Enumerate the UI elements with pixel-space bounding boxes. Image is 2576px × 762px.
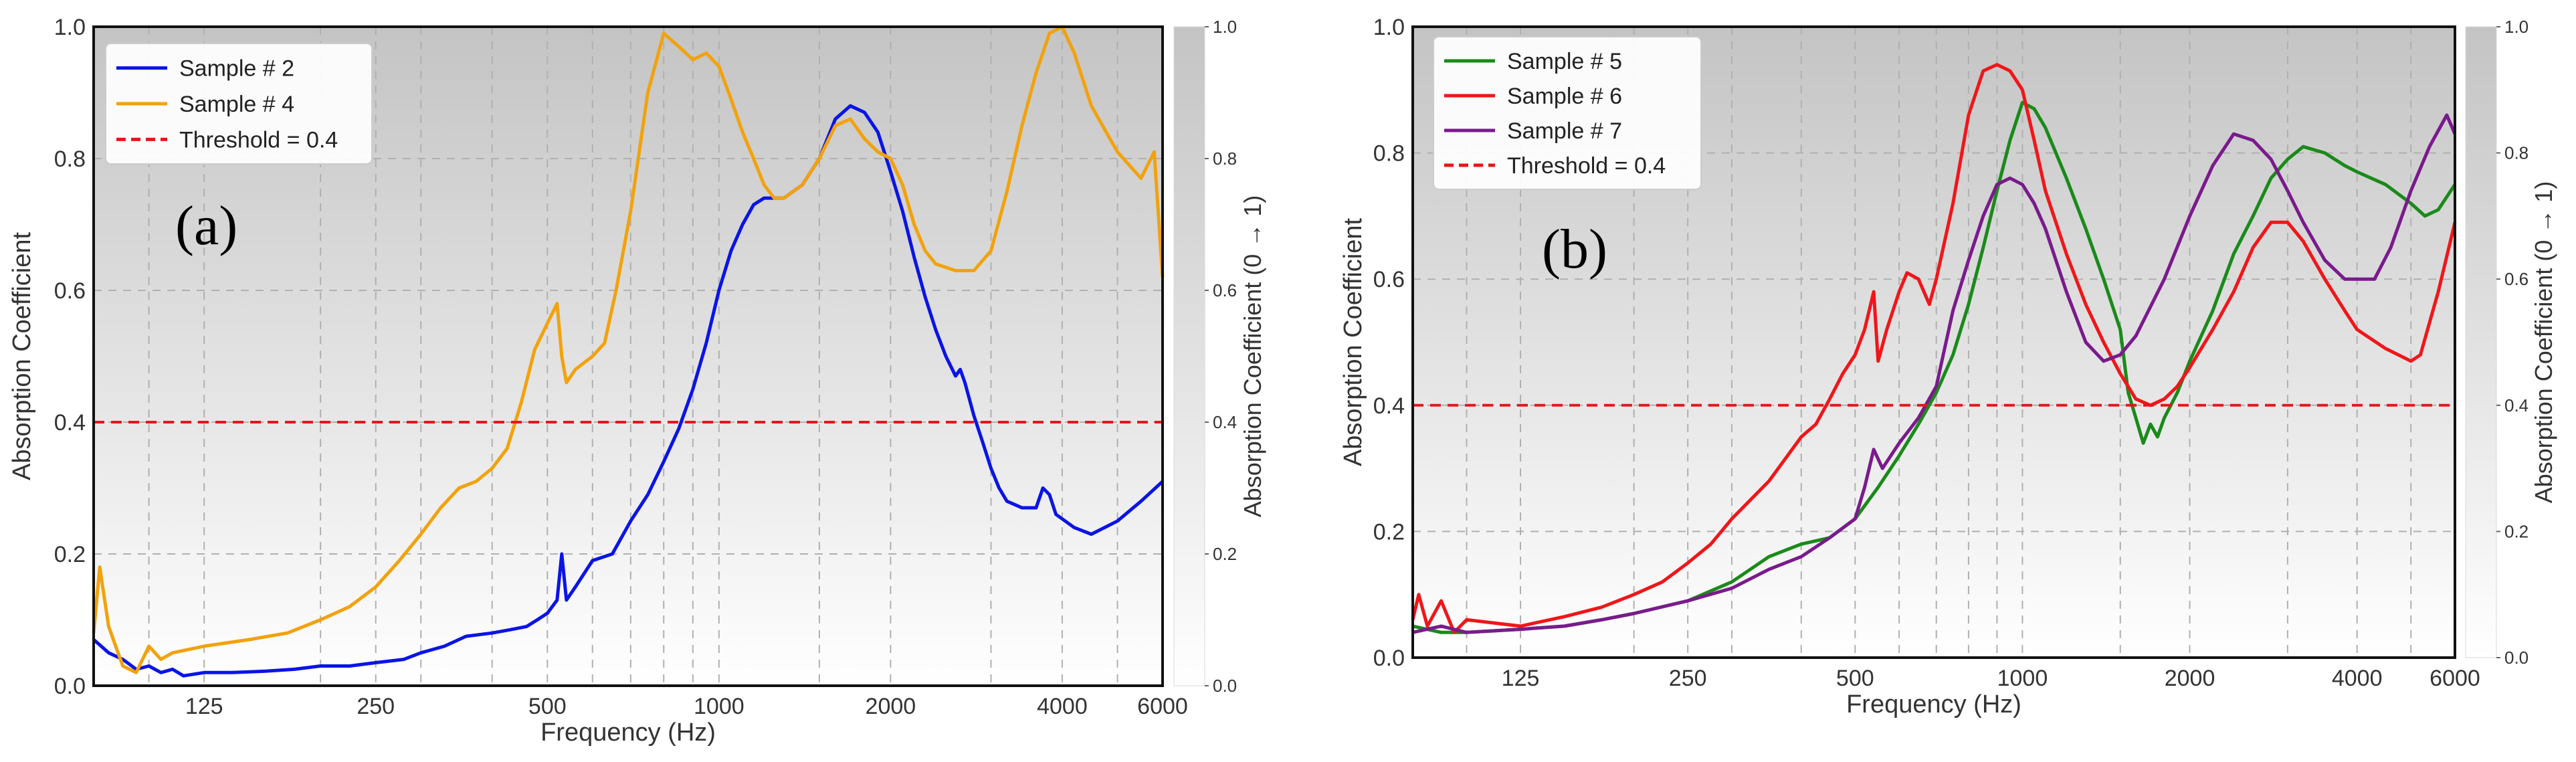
a-series-line-1 (92, 104, 1164, 678)
a-legend-label-1: Sample # 2 (179, 56, 294, 82)
b-colorbar-tick-label: 1.0 (2504, 17, 2529, 37)
b-colorbar (2465, 26, 2497, 658)
b-y-axis-title: Absorption Coefficient (1339, 218, 1367, 467)
b-series-line-3 (1412, 113, 2457, 634)
a-ytick-label: 1.0 (54, 15, 86, 40)
a-legend-label-3: Threshold = 0.4 (179, 127, 338, 153)
a-colorbar-tick-label: 1.0 (1213, 17, 1237, 37)
b-series-line-2 (1411, 63, 2457, 634)
b-xtick-label: 2000 (2165, 666, 2215, 691)
b-colorbar-tick-label: 0.0 (2504, 648, 2529, 668)
a-plot-frame (92, 25, 1164, 687)
a-x-axis-title: Frequency (Hz) (540, 719, 716, 747)
b-xtick-label: 6000 (2430, 666, 2480, 691)
b-ytick-label: 0.6 (1373, 267, 1405, 292)
a-legend-label-2: Sample # 4 (179, 92, 294, 117)
a-xtick-label: 250 (357, 694, 395, 719)
a-ytick-label: 0.8 (54, 147, 86, 172)
b-legend-label-1: Sample # 5 (1507, 49, 1622, 74)
b-ytick-label: 1.0 (1373, 15, 1405, 40)
a-colorbar-tick-label: 0.8 (1213, 149, 1237, 169)
chart-b: 125 250 500 1000 2000 4000 6000 0.0 0.2 0.4 0.6 0.8… (1339, 15, 2557, 719)
a-ytick-label: 0.4 (54, 410, 86, 436)
b-ytick-label: 0.2 (1373, 519, 1405, 545)
b-xtick-label: 250 (1669, 666, 1707, 691)
b-colorbar-title: Absorption Coefficient (0 → 1) (2530, 181, 2557, 504)
b-legend-label-2: Sample # 6 (1507, 84, 1622, 109)
b-xtick-label: 500 (1836, 666, 1874, 691)
b-legend-label-3: Sample # 7 (1507, 118, 1622, 144)
a-y-axis-title: Absorption Coefficient (8, 232, 36, 481)
a-xtick-label: 125 (185, 694, 223, 719)
a-ytick-label: 0.2 (54, 542, 86, 567)
a-colorbar-tick-label: 0.4 (1213, 412, 1237, 432)
a-xtick-label: 1000 (694, 694, 745, 719)
a-colorbar-title: Absorption Coefficient (0 → 1) (1239, 195, 1266, 518)
b-colorbar-tick-label: 0.4 (2504, 395, 2529, 415)
a-xtick-label: 2000 (866, 694, 916, 719)
b-ytick-label: 0.0 (1373, 646, 1405, 671)
a-colorbar-tick-label: 0.6 (1213, 280, 1237, 300)
b-colorbar-tick-label: 0.6 (2504, 269, 2529, 289)
a-colorbar (1173, 26, 1205, 686)
b-colorbar-tick-label: 0.8 (2504, 143, 2529, 163)
a-colorbar-tick-label: 0.2 (1213, 544, 1237, 564)
chart-a: 125 250 500 1000 2000 4000 6000 0.0 0.2 0.4 0.6 0.8… (8, 15, 1266, 747)
b-ytick-label: 0.4 (1373, 393, 1405, 419)
a-xtick-label: 500 (528, 694, 567, 719)
a-ytick-label: 0.6 (54, 278, 86, 304)
a-legend-box (105, 43, 373, 165)
a-xtick-label: 4000 (1037, 694, 1088, 719)
b-legend-box (1433, 36, 1702, 190)
a-panel-label: (a) (175, 195, 237, 257)
b-plot-frame (1411, 25, 2456, 659)
b-xtick-label: 1000 (1997, 666, 2048, 691)
b-xtick-label: 4000 (2332, 666, 2383, 691)
b-panel-label: (b) (1542, 218, 1607, 280)
b-colorbar-tick-label: 0.2 (2504, 521, 2529, 541)
b-x-axis-title: Frequency (Hz) (1846, 690, 2021, 719)
a-colorbar-tick-label: 0.0 (1213, 676, 1237, 696)
a-series-line-2 (92, 25, 1165, 674)
b-xtick-label: 125 (1502, 666, 1540, 691)
b-legend-label-4: Threshold = 0.4 (1507, 153, 1666, 179)
a-ytick-label: 0.0 (54, 674, 86, 699)
a-xtick-label: 6000 (1137, 694, 1188, 719)
b-series-line-1 (1412, 100, 2457, 634)
b-ytick-label: 0.8 (1373, 141, 1405, 167)
